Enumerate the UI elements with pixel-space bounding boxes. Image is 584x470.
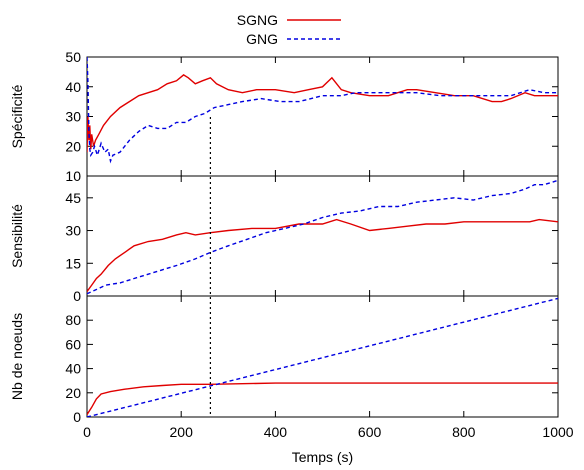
y-axis-title: Sensibilité — [9, 204, 25, 268]
y-tick-label: 30 — [65, 109, 81, 125]
series-line-sgng — [87, 74, 558, 153]
y-tick-label: 0 — [73, 288, 81, 304]
legend-label-gng: GNG — [246, 31, 278, 47]
panel-2: 0 15 30 45 Sensibilité — [9, 175, 559, 304]
y-tick-label: 30 — [65, 223, 81, 239]
y-tick-label: 20 — [65, 385, 81, 401]
legend: SGNG GNG — [237, 12, 341, 47]
y-tick-label: 60 — [65, 336, 81, 352]
y-axis-title: Spécificité — [9, 84, 25, 148]
series-line-gng — [87, 297, 558, 417]
x-axis-title: Temps (s) — [292, 449, 353, 465]
y-tick-label: 15 — [65, 255, 81, 271]
y-tick-label: 10 — [65, 168, 81, 184]
panel-frame — [86, 175, 559, 297]
panels-layer: 1020304050Spécificité0153045Sensibilité0… — [9, 49, 559, 425]
x-tick-label: 800 — [452, 424, 476, 440]
panel-frame — [86, 56, 559, 177]
y-tick-label: 20 — [65, 138, 81, 154]
y-tick-label: 45 — [65, 190, 81, 206]
y-tick-label: 50 — [65, 49, 81, 65]
panel-3: 0 20 40 60 80 Nb de noeuds — [9, 295, 559, 425]
x-tick-label: 200 — [170, 424, 194, 440]
x-axis-ticks: 0 200 400 600 800 1000 — [83, 424, 574, 440]
y-tick-label: 40 — [65, 361, 81, 377]
y-tick-label: 80 — [65, 312, 81, 328]
x-tick-label: 0 — [83, 424, 91, 440]
series-line-sgng — [87, 218, 558, 293]
x-tick-label: 600 — [358, 424, 382, 440]
panel-series-group — [87, 297, 558, 417]
panel-1: 10 20 30 40 50 Spécificité — [9, 49, 559, 184]
y-tick-label: 0 — [73, 409, 81, 425]
legend-label-sgng: SGNG — [237, 12, 278, 28]
series-line-sgng — [87, 382, 558, 415]
series-line-gng — [87, 179, 558, 295]
series-line-gng — [87, 57, 558, 164]
panel-series-group — [87, 57, 558, 164]
panel-series-group — [87, 179, 558, 295]
x-tick-label: 1000 — [542, 424, 573, 440]
panel-frame — [86, 295, 559, 418]
x-tick-label: 400 — [264, 424, 288, 440]
y-axis-title: Nb de noeuds — [9, 313, 25, 400]
y-tick-label: 40 — [65, 79, 81, 95]
